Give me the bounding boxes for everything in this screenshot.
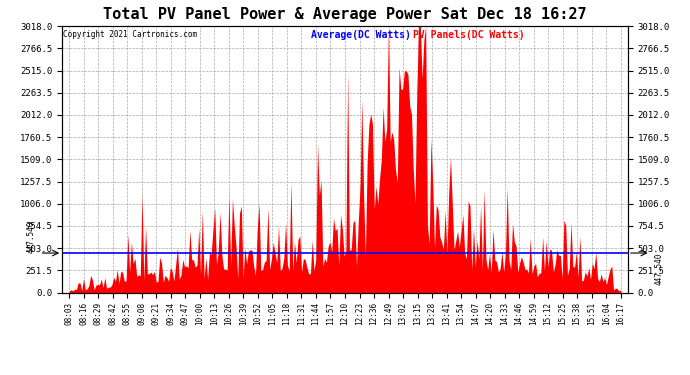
Text: Copyright 2021 Cartronics.com: Copyright 2021 Cartronics.com [63,30,197,39]
Text: 447.540: 447.540 [26,220,35,253]
Text: PV Panels(DC Watts): PV Panels(DC Watts) [413,30,524,40]
Text: Total PV Panel Power & Average Power Sat Dec 18 16:27: Total PV Panel Power & Average Power Sat… [104,8,586,22]
Text: Average(DC Watts): Average(DC Watts) [311,30,411,40]
Text: 447.540: 447.540 [655,253,664,285]
